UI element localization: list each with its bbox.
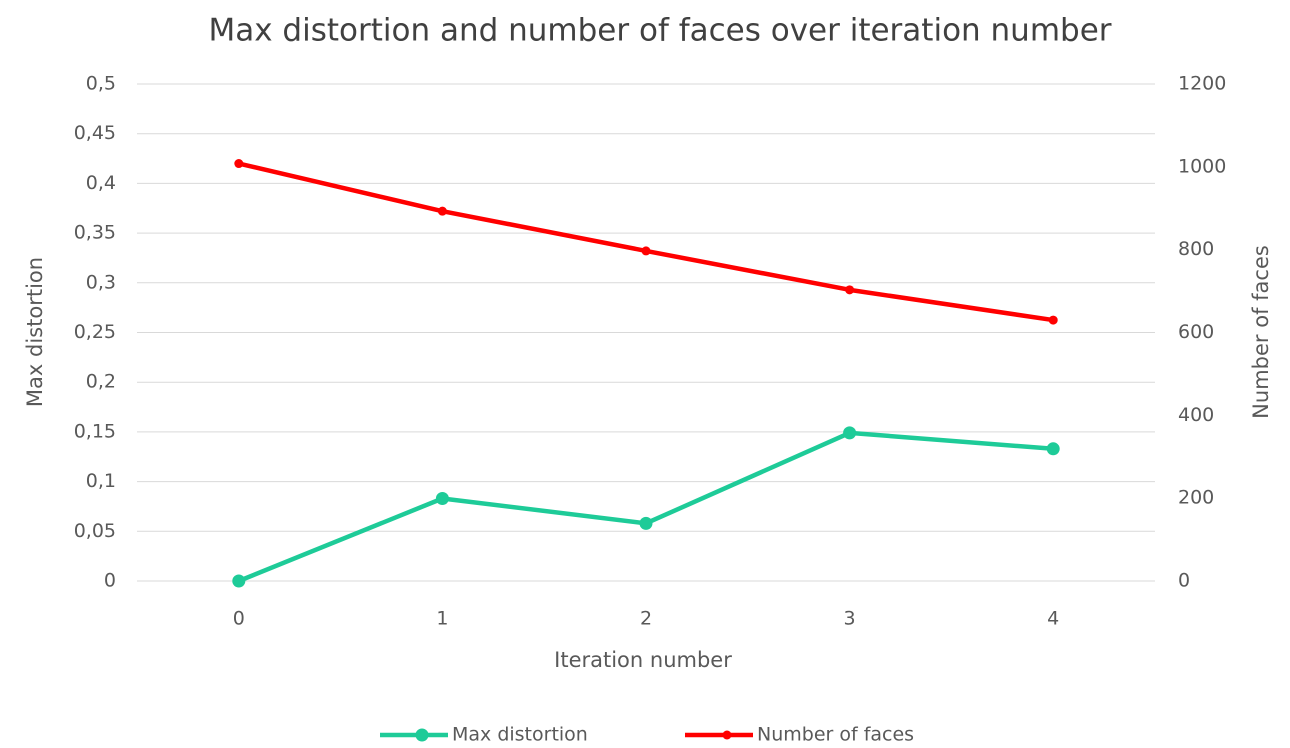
x-tick-label: 0: [233, 608, 245, 630]
legend-marker: [722, 730, 732, 740]
y-tick-label: 0,3: [86, 271, 116, 293]
legend-label: Number of faces: [757, 724, 914, 746]
point: [843, 426, 857, 440]
x-tick-label: 4: [1047, 608, 1059, 630]
y2-tick-label: 1200: [1178, 73, 1226, 95]
y2-tick-label: 400: [1178, 404, 1214, 426]
y2-tick-label: 0: [1178, 570, 1190, 592]
y-tick-label: 0,15: [74, 420, 116, 442]
x-axis-title: Iteration number: [554, 648, 732, 672]
y2-tick-label: 1000: [1178, 155, 1226, 177]
y2-tick-label: 600: [1178, 321, 1214, 343]
point: [234, 159, 244, 169]
x-tick-label: 3: [844, 608, 856, 630]
point: [435, 491, 449, 505]
legend-label: Max distortion: [452, 724, 588, 746]
series-line: [236, 430, 1056, 584]
point: [845, 285, 855, 295]
y2-axis-title: Number of faces: [1249, 245, 1273, 419]
y-tick-label: 0,35: [74, 222, 116, 244]
chart-title: Max distortion and number of faces over …: [208, 13, 1111, 49]
x-tick-label: 1: [436, 608, 448, 630]
point: [1046, 442, 1060, 456]
y2-tick-label: 200: [1178, 487, 1214, 509]
y-axis-title: Max distortion: [23, 257, 47, 407]
point: [639, 516, 653, 530]
y-tick-label: 0: [104, 570, 116, 592]
point: [641, 246, 651, 256]
y-tick-label: 0,25: [74, 321, 116, 343]
y-tick-label: 0,4: [86, 172, 116, 194]
x-tick-label: 2: [640, 608, 652, 630]
point: [1048, 315, 1058, 325]
point: [437, 206, 447, 216]
legend-marker: [415, 728, 429, 742]
y-tick-label: 0,5: [86, 73, 116, 95]
y-tick-label: 0,1: [86, 470, 116, 492]
y2-tick-label: 800: [1178, 238, 1214, 260]
series-line: [236, 161, 1056, 323]
y-tick-label: 0,2: [86, 371, 116, 393]
y-tick-label: 0,05: [74, 520, 116, 542]
y-tick-label: 0,45: [74, 122, 116, 144]
point: [232, 574, 246, 588]
